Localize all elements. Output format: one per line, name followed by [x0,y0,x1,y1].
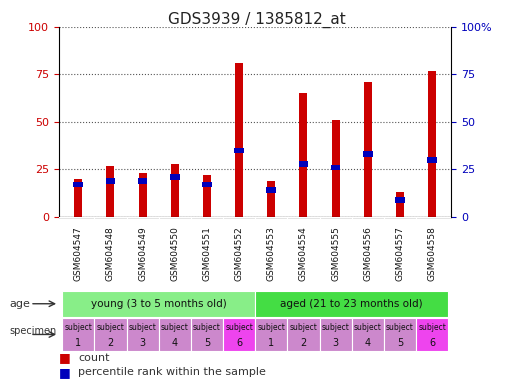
Bar [299,161,308,167]
Bar [127,318,159,351]
Bar [331,165,341,170]
Text: subject: subject [354,323,382,332]
Bar [106,166,114,217]
Text: subject: subject [386,323,414,332]
Text: GSM604554: GSM604554 [299,226,308,281]
Text: subject: subject [96,323,124,332]
Text: 1: 1 [75,338,82,348]
Text: 4: 4 [365,338,371,348]
Text: subject: subject [289,323,318,332]
Bar [223,318,255,351]
Bar [396,192,404,217]
Text: ■: ■ [59,366,71,379]
Bar [320,318,352,351]
Bar [170,174,180,180]
Text: GSM604557: GSM604557 [396,226,404,281]
Bar [255,318,287,351]
Text: 5: 5 [397,338,403,348]
Text: 3: 3 [332,338,339,348]
Text: 4: 4 [172,338,178,348]
Text: GSM604551: GSM604551 [203,226,211,281]
Bar [416,318,448,351]
Text: GSM604550: GSM604550 [170,226,180,281]
Bar [74,179,82,217]
Bar [203,175,211,217]
Text: percentile rank within the sample: percentile rank within the sample [78,367,266,377]
Bar [159,318,191,351]
Text: GSM604549: GSM604549 [138,226,147,281]
Bar [62,318,94,351]
Text: subject: subject [64,323,92,332]
Text: age: age [9,299,30,309]
Bar [352,318,384,351]
Bar [428,71,436,217]
Bar [255,291,448,317]
Text: GDS3939 / 1385812_at: GDS3939 / 1385812_at [168,12,345,28]
Text: aged (21 to 23 months old): aged (21 to 23 months old) [281,299,423,309]
Bar [62,291,255,317]
Bar [139,173,147,217]
Text: 5: 5 [204,338,210,348]
Text: subject: subject [193,323,221,332]
Bar [234,147,244,153]
Text: count: count [78,353,110,363]
Text: 2: 2 [107,338,113,348]
Bar [287,318,320,351]
Bar [427,157,437,163]
Bar [267,181,275,217]
Bar [363,151,372,157]
Text: 2: 2 [300,338,307,348]
Text: 6: 6 [236,338,242,348]
Bar [138,178,147,184]
Text: specimen: specimen [9,326,56,336]
Text: GSM604556: GSM604556 [363,226,372,281]
Bar [73,182,83,187]
Text: subject: subject [161,323,189,332]
Text: subject: subject [258,323,285,332]
Text: GSM604553: GSM604553 [267,226,276,281]
Bar [202,182,212,187]
Text: 6: 6 [429,338,435,348]
Text: subject: subject [225,323,253,332]
Bar [106,178,115,184]
Bar [331,120,340,217]
Text: young (3 to 5 months old): young (3 to 5 months old) [91,299,227,309]
Text: GSM604547: GSM604547 [74,226,83,281]
Bar [235,63,243,217]
Text: 3: 3 [140,338,146,348]
Text: subject: subject [418,323,446,332]
Bar [171,164,179,217]
Bar [191,318,223,351]
Bar [300,93,307,217]
Text: GSM604558: GSM604558 [428,226,437,281]
Text: ■: ■ [59,351,71,364]
Bar [395,197,405,203]
Text: subject: subject [129,323,156,332]
Bar [364,82,372,217]
Text: GSM604555: GSM604555 [331,226,340,281]
Bar [384,318,416,351]
Bar [94,318,127,351]
Text: subject: subject [322,323,349,332]
Text: GSM604548: GSM604548 [106,226,115,281]
Text: GSM604552: GSM604552 [234,226,244,281]
Bar [266,187,276,193]
Text: 1: 1 [268,338,274,348]
